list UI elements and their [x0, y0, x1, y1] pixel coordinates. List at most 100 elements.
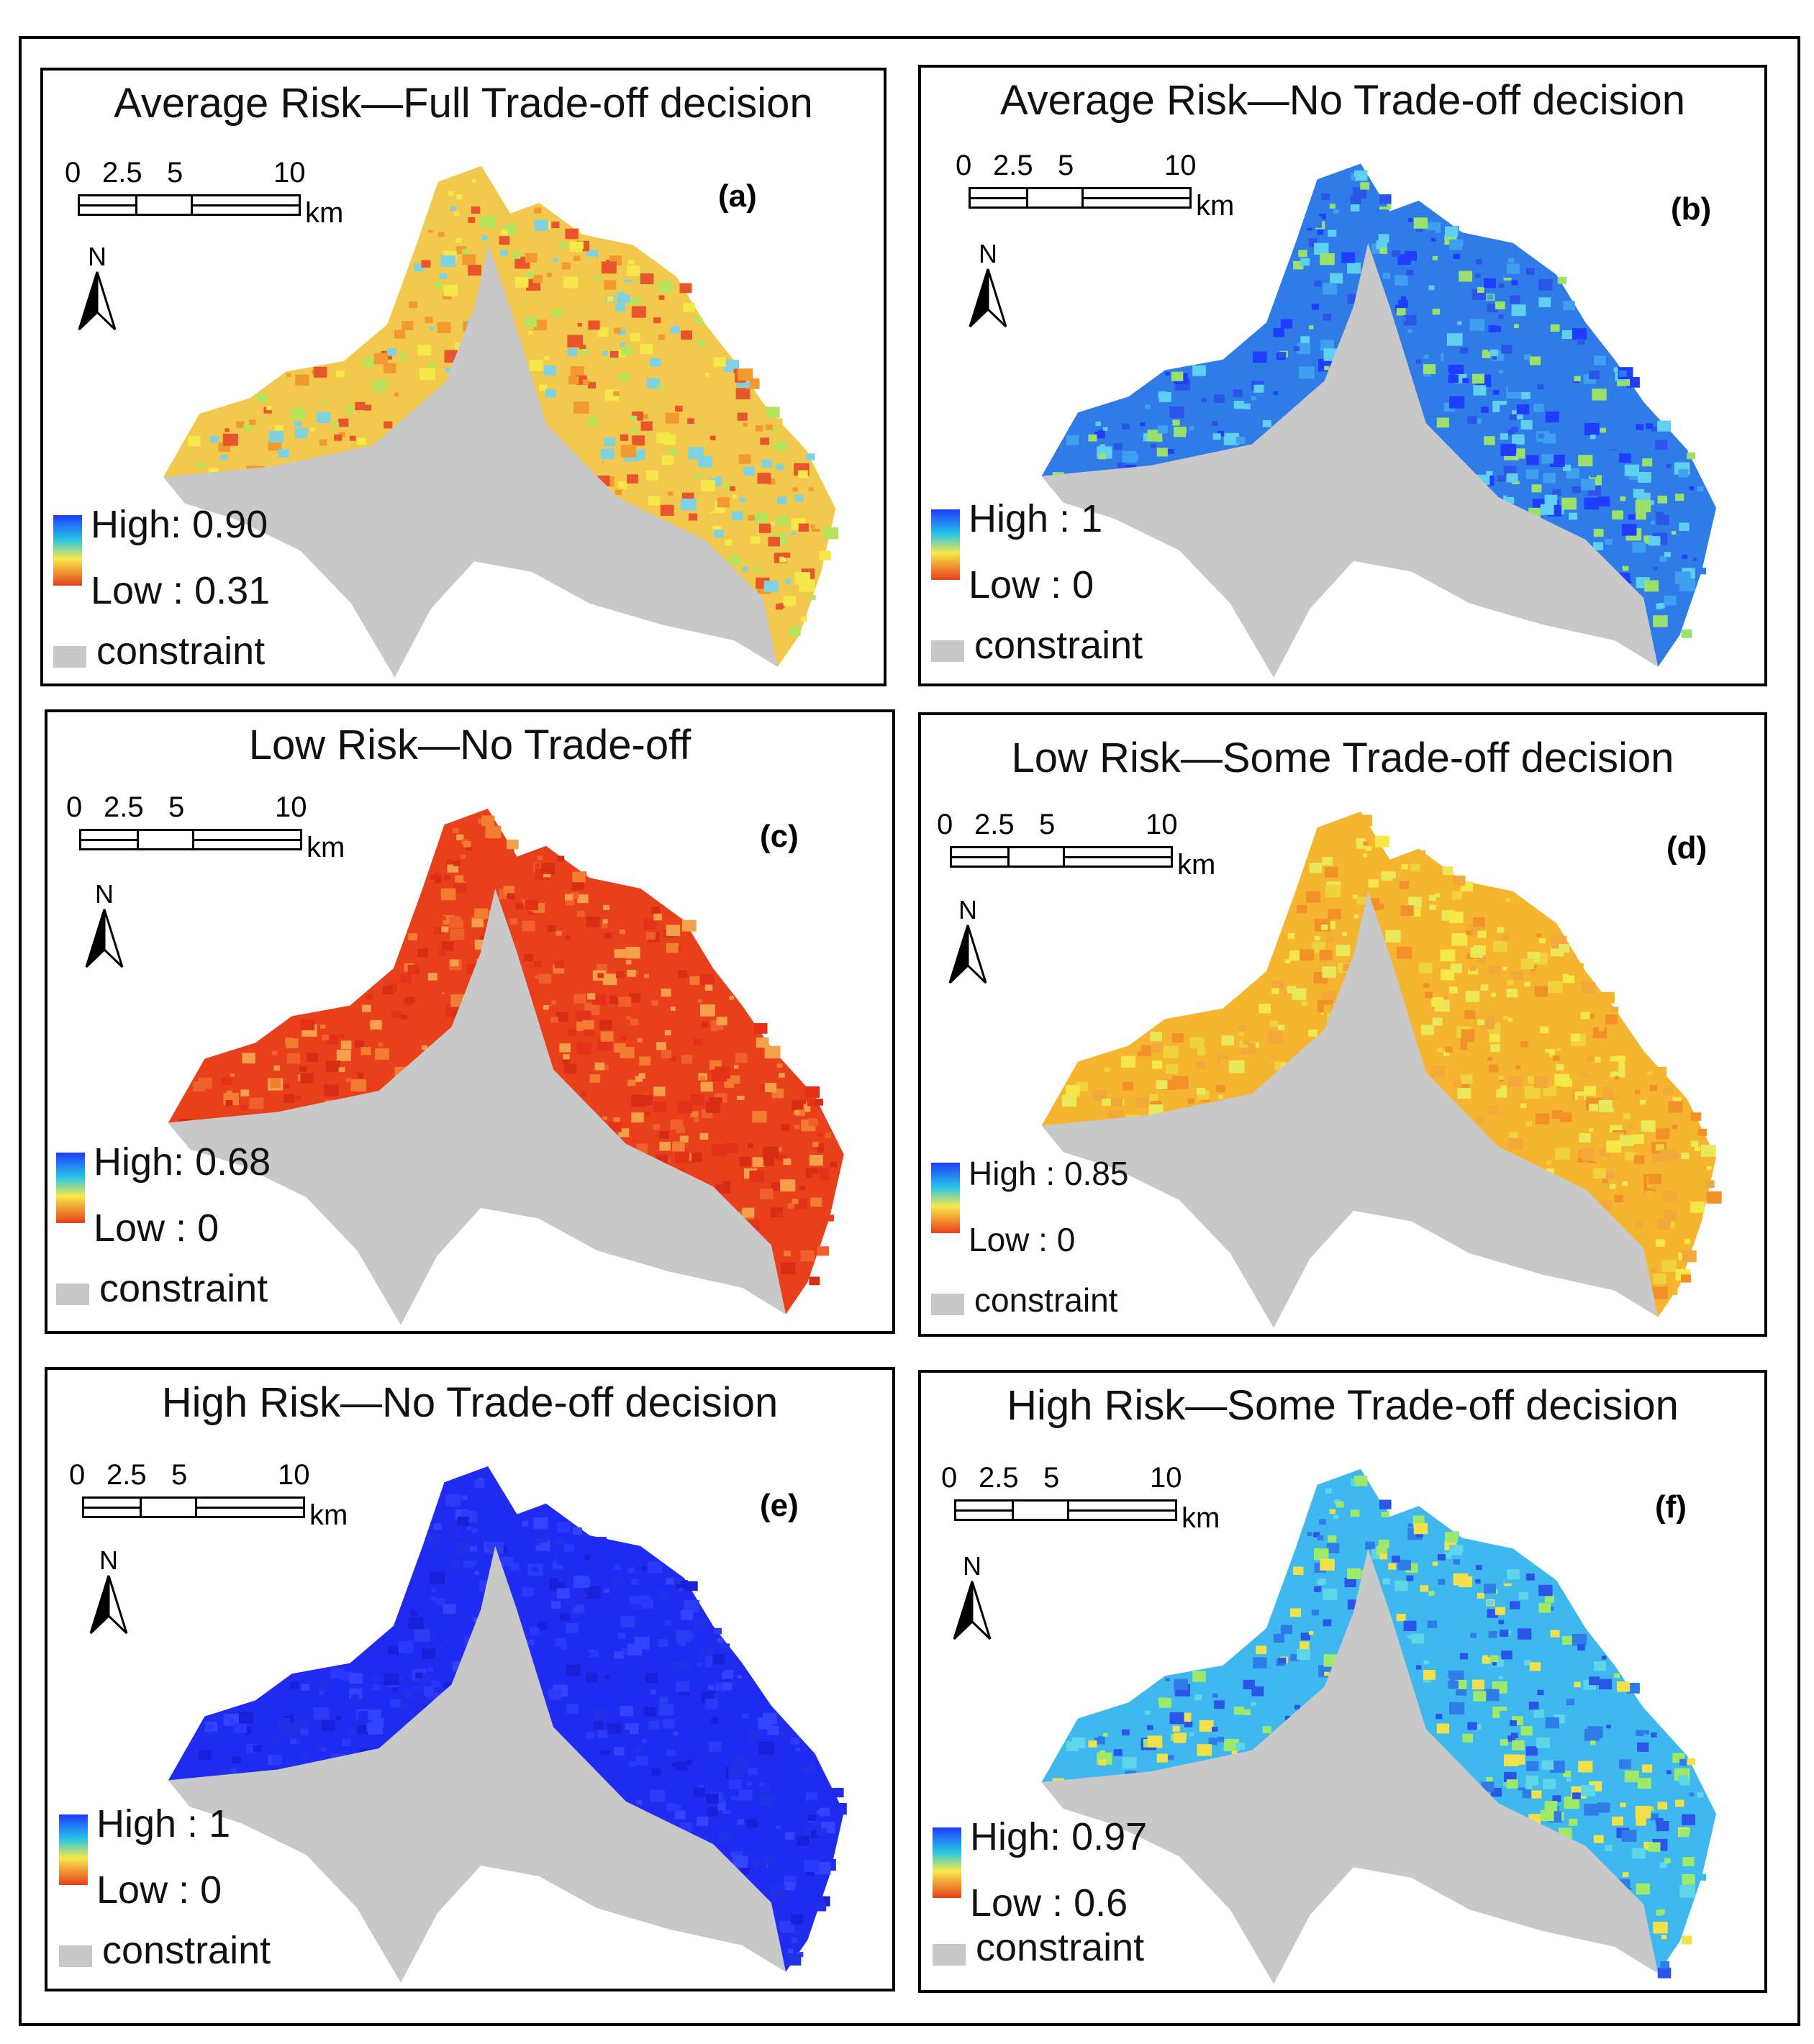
- north-arrow: N: [79, 879, 130, 973]
- legend-color-ramp: [931, 509, 960, 580]
- map-territory: [1041, 812, 1722, 1328]
- legend-low: Low : 0: [969, 563, 1094, 607]
- north-arrow-icon: [953, 1581, 992, 1640]
- legend-high: High : 1: [969, 497, 1103, 540]
- north-label: N: [979, 239, 997, 268]
- scale-bar: 0 2.5 5 10 km: [65, 157, 367, 236]
- scale-unit: km: [1177, 849, 1216, 881]
- map-territory: [163, 165, 839, 678]
- constraint-swatch: [59, 1945, 92, 1967]
- map-panel-c: Low Risk—No Trade-off (c) 0 2.5 5 10 km …: [45, 709, 895, 1334]
- map-territory: [168, 1466, 847, 1983]
- map-legend: High: 0.97 Low : 0.6 constraint: [933, 1814, 1206, 1987]
- legend-high: High: 0.97: [970, 1815, 1148, 1858]
- legend-color-ramp: [933, 1827, 961, 1898]
- map-panel-e: High Risk—No Trade-off decision (e) 0 2.…: [45, 1367, 895, 1991]
- scale-bar-graphic: [969, 187, 1192, 209]
- constraint-label: constraint: [976, 1926, 1145, 1969]
- scale-tick-5: 5: [1039, 809, 1056, 840]
- north-arrow: N: [943, 895, 993, 989]
- legend-color-ramp: [931, 1163, 960, 1233]
- scale-tick-2-5: 2.5: [974, 809, 1015, 840]
- scale-tick-0: 0: [65, 157, 81, 188]
- north-label: N: [88, 242, 106, 271]
- scale-tick-10: 10: [278, 1459, 310, 1491]
- scale-bar-graphic: [950, 846, 1173, 868]
- north-arrow-icon: [85, 909, 124, 968]
- legend-low: Low : 0: [969, 1221, 1076, 1258]
- legend-low: Low : 0: [94, 1207, 219, 1250]
- constraint-label: constraint: [96, 630, 266, 673]
- scale-unit: km: [309, 1499, 348, 1531]
- legend-low: Low : 0.31: [91, 569, 271, 612]
- scale-tick-10: 10: [275, 791, 307, 823]
- scale-unit: km: [1196, 190, 1235, 222]
- scale-tick-0: 0: [941, 1462, 958, 1494]
- scale-tick-5: 5: [167, 157, 183, 188]
- map-legend: High : 0.85 Low : 0 constraint: [931, 1150, 1205, 1322]
- north-arrow-icon: [89, 1575, 128, 1635]
- constraint-area: [1041, 1548, 1659, 1984]
- legend-color-ramp: [59, 1814, 88, 1885]
- scale-bar: 0 2.5 5 10 km: [66, 791, 368, 871]
- north-arrow: N: [83, 1545, 134, 1639]
- scale-bar: 0 2.5 5 10 km: [941, 1462, 1243, 1541]
- constraint-swatch: [933, 1944, 966, 1966]
- constraint-area: [163, 245, 778, 678]
- north-arrow-icon: [948, 925, 987, 984]
- legend-low: Low : 0.6: [970, 1881, 1128, 1925]
- scale-bar-graphic: [79, 829, 302, 850]
- legend-high: High : 1: [96, 1802, 231, 1845]
- constraint-label: constraint: [974, 624, 1143, 667]
- scale-tick-2-5: 2.5: [104, 791, 144, 823]
- north-label: N: [99, 1545, 118, 1575]
- constraint-area: [1041, 242, 1659, 678]
- scale-bar-graphic: [82, 1496, 305, 1518]
- panel-title: High Risk—Some Trade-off decision: [1007, 1382, 1679, 1429]
- scale-tick-5: 5: [1058, 150, 1074, 181]
- constraint-swatch: [53, 646, 86, 668]
- panel-title: Low Risk—Some Trade-off decision: [1011, 735, 1674, 781]
- constraint-area: [168, 888, 786, 1325]
- scale-unit: km: [305, 197, 344, 229]
- constraint-swatch: [931, 1294, 964, 1315]
- panel-label: (a): [718, 178, 757, 214]
- map-legend: High: 0.68 Low : 0 constraint: [56, 1140, 330, 1312]
- map-legend: High: 0.90 Low : 0.31 constraint: [53, 502, 327, 675]
- north-arrow-icon: [969, 268, 1007, 328]
- scale-tick-0: 0: [69, 1459, 86, 1491]
- panel-title: High Risk—No Trade-off decision: [161, 1379, 779, 1426]
- map-panel-b: Average Risk—No Trade-off decision (b) 0…: [918, 65, 1767, 686]
- constraint-area: [1041, 891, 1659, 1328]
- legend-color-ramp: [53, 515, 82, 586]
- scale-tick-10: 10: [1150, 1462, 1182, 1494]
- constraint-area: [168, 1545, 786, 1983]
- scale-tick-2-5: 2.5: [102, 157, 142, 188]
- map-panel-d: Low Risk—Some Trade-off decision (d) 0 2…: [918, 712, 1767, 1337]
- scale-bar: 0 2.5 5 10 km: [69, 1459, 371, 1538]
- scale-tick-2-5: 2.5: [106, 1459, 147, 1491]
- north-label: N: [958, 895, 977, 925]
- panel-label: (c): [760, 819, 799, 854]
- scale-bar-graphic: [78, 194, 301, 216]
- north-arrow: N: [947, 1551, 997, 1645]
- constraint-label: constraint: [974, 1281, 1118, 1319]
- scale-tick-10: 10: [1164, 150, 1197, 181]
- scale-tick-2-5: 2.5: [979, 1462, 1019, 1494]
- legend-high: High: 0.68: [94, 1140, 271, 1184]
- panel-title: Average Risk—No Trade-off decision: [999, 77, 1686, 124]
- scale-tick-5: 5: [168, 791, 185, 823]
- constraint-label: constraint: [99, 1267, 268, 1310]
- scale-tick-2-5: 2.5: [993, 150, 1033, 181]
- panel-label: (f): [1655, 1489, 1687, 1525]
- figure-frame: [19, 36, 1800, 2026]
- panel-title: Average Risk—Full Trade-off decision: [114, 80, 813, 127]
- panel-label: (e): [760, 1488, 799, 1523]
- constraint-swatch: [931, 640, 964, 662]
- panel-title: Low Risk—No Trade-off: [248, 722, 691, 768]
- north-arrow-icon: [78, 271, 117, 331]
- legend-color-ramp: [56, 1153, 85, 1223]
- scale-bar: 0 2.5 5 10 km: [956, 150, 1258, 229]
- scale-tick-0: 0: [956, 150, 972, 181]
- legend-low: Low : 0: [96, 1868, 222, 1912]
